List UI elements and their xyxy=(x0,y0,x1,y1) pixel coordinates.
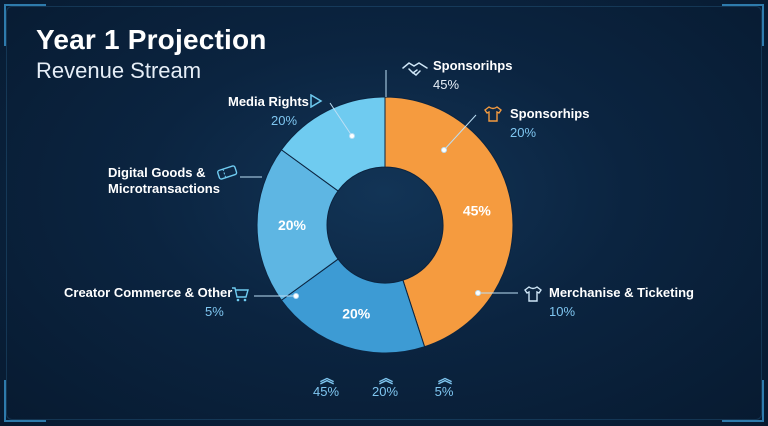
donut-slice xyxy=(280,96,386,192)
shirt-icon xyxy=(524,286,542,302)
slice-label: 20% xyxy=(342,305,371,321)
chart-title: Year 1 Projection xyxy=(36,24,267,55)
chevron-up-icon: ︽ xyxy=(438,370,452,386)
annotation-pct: 20% xyxy=(510,125,537,140)
annotation-label: Merchanise & Ticketing xyxy=(549,285,694,300)
annotation-label: Sponsorihps xyxy=(433,58,513,73)
corner-accent xyxy=(4,4,46,46)
annotation-label: Sponsorhips xyxy=(510,106,590,121)
ticket-icon xyxy=(217,165,238,180)
donut-slice xyxy=(384,96,514,348)
cart-icon xyxy=(232,287,249,302)
footer-stat: ︽ 20% xyxy=(371,370,399,399)
annotation-label: Digital Goods & xyxy=(108,165,206,180)
footer-stat: ︽ 5% xyxy=(429,370,459,399)
donut-slice xyxy=(256,149,339,301)
annotation-pct: 45% xyxy=(433,77,460,92)
footer-stat: ︽ 45% xyxy=(312,370,340,399)
slice-label: 45% xyxy=(463,202,492,218)
leader-dot xyxy=(293,293,299,299)
leader-dot xyxy=(349,133,355,139)
leader-line xyxy=(329,102,353,137)
annotation-label: Microtransactions xyxy=(108,181,220,196)
handshake-icon xyxy=(402,62,428,76)
annotation-pct: 10% xyxy=(549,304,576,319)
slice-label: 20% xyxy=(278,217,307,233)
leader-line xyxy=(443,114,477,151)
chart-subtitle: Revenue Stream xyxy=(36,58,202,83)
play-icon xyxy=(310,94,323,108)
annotation-pct: 5% xyxy=(205,304,224,319)
leader-dot xyxy=(441,147,447,153)
frame-border xyxy=(6,6,762,420)
annotation-label: Creator Commerce & Other xyxy=(64,285,233,300)
donut-slice xyxy=(280,258,426,354)
annotation-label: Media Rights xyxy=(228,94,309,109)
corner-accent xyxy=(4,380,46,422)
corner-accent xyxy=(722,380,764,422)
chevron-up-icon: ︽ xyxy=(379,370,393,386)
tshirt-icon xyxy=(484,106,502,122)
leader-dot xyxy=(475,290,481,296)
corner-accent xyxy=(722,4,764,46)
annotation-pct: 20% xyxy=(271,113,298,128)
chevron-up-icon: ︽ xyxy=(320,370,334,386)
